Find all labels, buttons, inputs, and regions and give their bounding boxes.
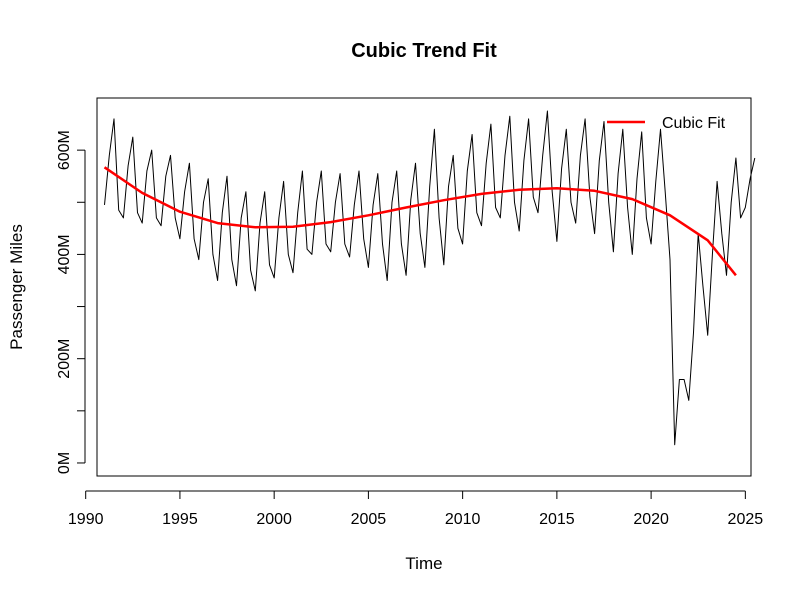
- y-tick-label: 400M: [56, 234, 73, 274]
- legend: Cubic Fit: [607, 115, 726, 132]
- x-axis: 1990 1995 2000 2005 2010 2015 2020 2025: [68, 490, 764, 528]
- y-axis-label: Passenger Miles: [7, 224, 26, 350]
- y-tick-label: 600M: [56, 130, 73, 170]
- x-tick-label: 2025: [728, 511, 764, 528]
- x-tick-label: 1990: [68, 511, 104, 528]
- plot-frame: [96, 97, 752, 477]
- x-tick-label: 1995: [162, 511, 198, 528]
- cubic-fit-line: [103, 166, 737, 277]
- y-tick-label: 0M: [56, 452, 73, 474]
- passenger-miles-series-line: [104, 110, 756, 446]
- x-tick-label: 2020: [633, 511, 669, 528]
- plot-area: 1990 1995 2000 2005 2010 2015 2020 2025 0M 200M 4…: [56, 97, 764, 528]
- y-axis: 0M 200M 400M 600M: [56, 130, 86, 474]
- y-tick-label: 200M: [56, 339, 73, 379]
- x-tick-label: 2010: [445, 511, 481, 528]
- x-tick-label: 2005: [351, 511, 387, 528]
- series-layer: [103, 110, 756, 446]
- x-tick-label: 2000: [256, 511, 292, 528]
- x-tick-label: 2015: [539, 511, 575, 528]
- chart-title: Cubic Trend Fit: [351, 40, 497, 62]
- legend-label-cubic-fit: Cubic Fit: [662, 115, 726, 132]
- x-axis-label: Time: [405, 554, 442, 573]
